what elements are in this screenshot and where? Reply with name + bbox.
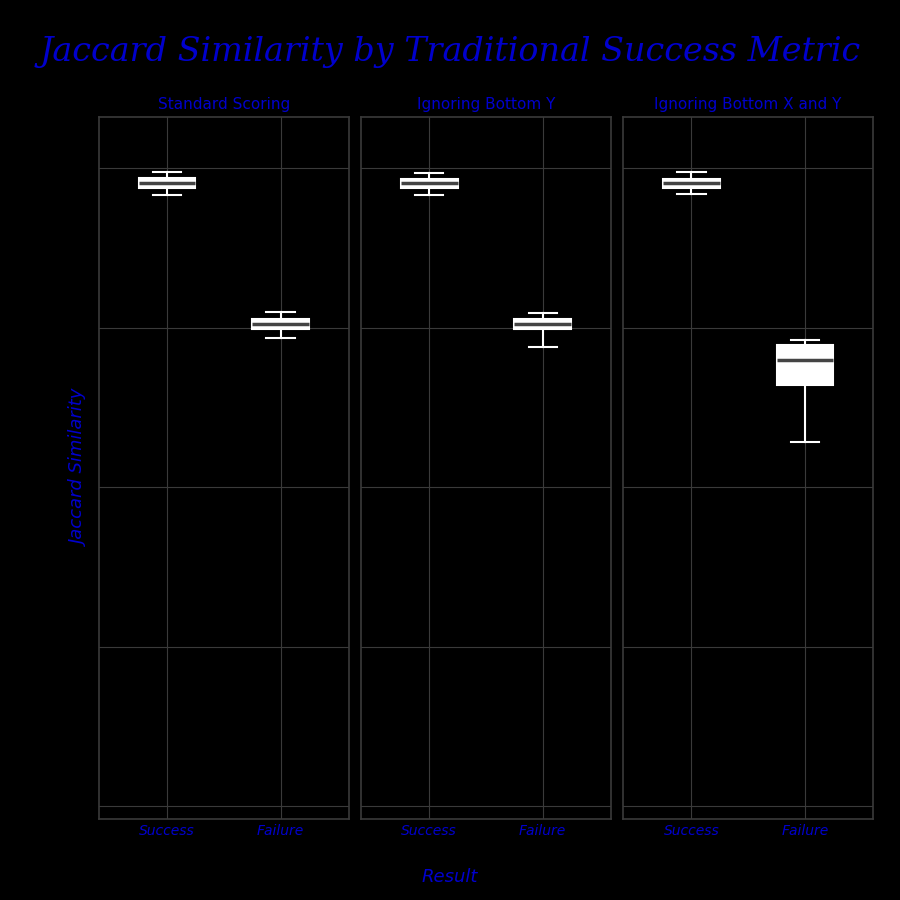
Text: Jaccard Similarity by Traditional Success Metric: Jaccard Similarity by Traditional Succes… [40,36,860,68]
PathPatch shape [252,319,309,328]
PathPatch shape [139,178,195,188]
Title: Standard Scoring: Standard Scoring [158,96,290,112]
Text: Result: Result [422,868,478,886]
PathPatch shape [515,320,572,328]
PathPatch shape [400,179,457,188]
PathPatch shape [663,179,720,188]
Title: Ignoring Bottom Y: Ignoring Bottom Y [417,96,555,112]
Title: Ignoring Bottom X and Y: Ignoring Bottom X and Y [654,96,842,112]
PathPatch shape [777,346,833,385]
Y-axis label: Jaccard Similarity: Jaccard Similarity [70,390,88,546]
